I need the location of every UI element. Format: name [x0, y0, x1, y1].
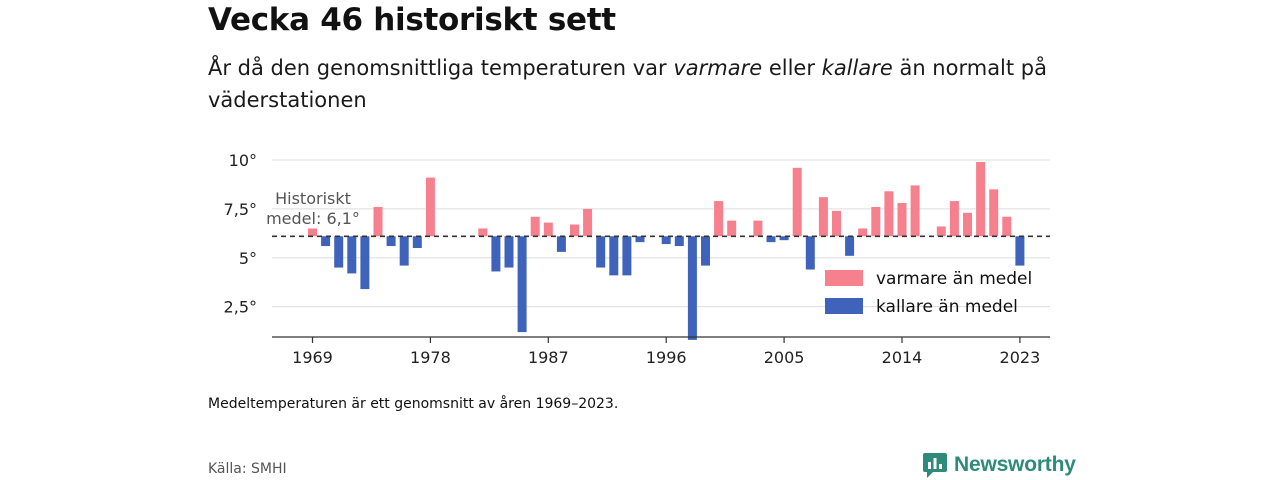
bar-warm [753, 220, 763, 237]
bar-cold [805, 236, 815, 270]
bar-warm [1002, 216, 1012, 237]
bar-cold [766, 236, 776, 243]
bar-warm [583, 208, 593, 237]
legend-swatch-cold [825, 298, 863, 314]
subtitle-part1: År då den genomsnittliga temperaturen va… [208, 56, 674, 80]
bar-cold [779, 236, 789, 241]
bar-cold [517, 236, 527, 333]
chart-title: Vecka 46 historiskt sett [208, 2, 616, 38]
newsworthy-logo-text: Newsworthy [954, 453, 1076, 476]
bar-cold [622, 236, 632, 276]
bar-warm [989, 189, 999, 237]
bar-cold [556, 236, 566, 252]
bar-cold [399, 236, 409, 266]
bar-cold [491, 236, 501, 272]
bar-chart: 2,5° 5° 7,5° 10° 1969 1978 1987 1996 2005 2014 20… [224, 151, 1050, 367]
bar-cold [1015, 236, 1025, 266]
legend: varmare än medel kallare än medel [825, 269, 1032, 317]
footnote: Medeltemperaturen är ett genomsnitt av å… [208, 396, 619, 412]
x-axis: 1969 1978 1987 1996 2005 2014 2023 [272, 336, 1050, 367]
newsworthy-logo-icon [923, 453, 947, 478]
subtitle-part3: än normalt på väderstationen [208, 56, 1047, 112]
bars [308, 161, 1025, 340]
x-tick-label: 1987 [528, 348, 569, 367]
bar-cold [674, 236, 684, 247]
bar-cold [412, 236, 422, 248]
x-tick-label: 1969 [292, 348, 333, 367]
y-tick-label: 5° [239, 249, 257, 268]
bar-warm [832, 210, 841, 237]
bar-warm [963, 212, 972, 237]
bar-cold [845, 236, 855, 256]
bar-warm [543, 222, 553, 237]
bar-cold [334, 236, 344, 268]
bar-warm [949, 201, 959, 237]
bar-warm [714, 201, 724, 237]
x-tick-label: 1996 [646, 348, 687, 367]
newsworthy-logo: Newsworthy [922, 451, 1076, 479]
bar-warm [818, 197, 828, 237]
bar-cold [635, 236, 645, 243]
legend-label-warm: varmare än medel [876, 269, 1032, 289]
bar-warm [897, 203, 907, 237]
bar-warm [858, 228, 868, 237]
bar-cold [347, 236, 357, 274]
bar-warm [373, 206, 383, 237]
chart-subtitle: År då den genomsnittliga temperaturen va… [208, 52, 1068, 116]
bar-warm [792, 167, 802, 237]
source-credit: Källa: SMHI [208, 461, 287, 477]
gridlines [272, 159, 1050, 308]
bar-cold [661, 236, 671, 245]
bar-cold [321, 236, 331, 247]
bar-warm [308, 228, 317, 237]
bar-warm [871, 206, 881, 237]
y-tick-label: 2,5° [224, 298, 257, 317]
bar-warm [884, 191, 894, 237]
x-tick-label: 2014 [882, 348, 923, 367]
bar-cold [360, 236, 370, 290]
bar-warm [478, 228, 488, 237]
bar-warm [425, 177, 435, 237]
subtitle-cold-word: kallare [821, 56, 893, 80]
bar-warm [976, 161, 986, 237]
bar-warm [570, 224, 579, 237]
x-tick-label: 2005 [764, 348, 805, 367]
subtitle-part2: eller [762, 56, 822, 80]
y-axis-ticks: 2,5° 5° 7,5° 10° [224, 151, 257, 317]
y-tick-label: 7,5° [224, 200, 257, 219]
bar-warm [530, 216, 540, 237]
legend-swatch-warm [825, 270, 863, 286]
x-tick-label: 2023 [1000, 348, 1041, 367]
x-tick-label: 1978 [410, 348, 451, 367]
baseline-label-line2: medel: 6,1° [266, 209, 360, 228]
bar-cold [609, 236, 619, 276]
legend-label-cold: kallare än medel [876, 297, 1018, 317]
subtitle-warm-word: varmare [673, 56, 763, 80]
bar-cold [701, 236, 710, 266]
bar-warm [727, 220, 737, 237]
y-tick-label: 10° [229, 151, 257, 170]
bar-cold [386, 236, 396, 247]
bar-cold [504, 236, 514, 268]
bar-warm [910, 185, 920, 237]
bar-cold [596, 236, 606, 268]
baseline-label-line1: Historiskt [275, 189, 351, 208]
bar-warm [936, 226, 946, 237]
bar-cold [687, 236, 697, 340]
